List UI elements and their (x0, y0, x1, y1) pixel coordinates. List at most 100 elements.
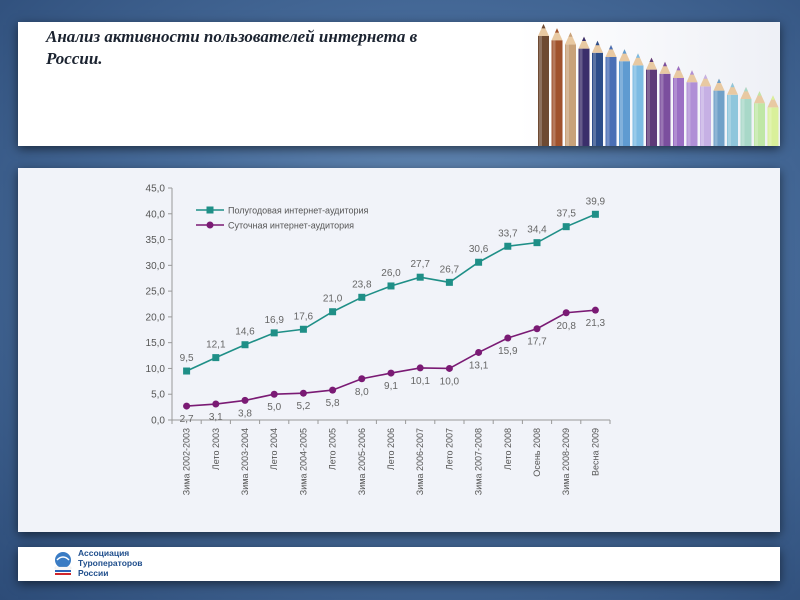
data-label: 26,0 (381, 268, 401, 279)
y-tick-label: 5,0 (151, 390, 165, 401)
x-tick-label: Зима 2002-2003 (182, 428, 192, 495)
data-label: 2,7 (180, 414, 194, 425)
data-point (387, 282, 395, 290)
x-tick-label: Лето 2006 (386, 428, 396, 470)
data-point (329, 386, 337, 394)
data-point (358, 293, 366, 301)
data-label: 33,7 (498, 228, 518, 239)
data-point (241, 396, 249, 404)
x-tick-label: Лето 2004 (269, 428, 279, 470)
line-chart: 0,0 5,0 10,0 15,0 20,0 25,0 30,0 35,0 40,0 45,0 З… (146, 184, 611, 495)
x-tick-label: Лето 2007 (444, 428, 454, 470)
data-label: 8,0 (355, 387, 369, 398)
x-tick-label: Лето 2005 (328, 428, 338, 470)
chart-legend: Полугодовая интернет-аудитория Суточная и… (196, 206, 369, 231)
x-tick-label: Лето 2008 (503, 428, 513, 470)
legend-marker (206, 206, 214, 214)
data-label: 20,8 (556, 321, 576, 332)
data-label: 23,8 (352, 279, 372, 290)
data-point (299, 389, 307, 397)
data-label: 9,5 (180, 353, 194, 364)
data-label: 37,5 (556, 209, 576, 220)
data-point (299, 325, 307, 333)
data-label: 10,1 (410, 376, 430, 387)
x-tick-label: Зима 2007-2008 (474, 428, 484, 495)
data-point (445, 278, 453, 286)
data-label: 5,0 (267, 402, 281, 413)
data-point (591, 306, 599, 314)
data-point (270, 390, 278, 398)
ator-logo-icon (54, 552, 72, 575)
data-label: 26,7 (440, 264, 460, 275)
chart-series: 9,5 12,1 14,6 16,9 17,6 21,0 23,8 26,0 27,7 26,7 3… (180, 196, 606, 425)
data-label: 14,6 (235, 327, 255, 338)
data-point (475, 348, 483, 356)
data-label: 16,9 (264, 315, 284, 326)
x-axis: Зима 2002-2003 Лето 2003 Зима 2003-2004 Лет… (171, 419, 611, 495)
x-tick-label: Зима 2006-2007 (415, 428, 425, 495)
data-point (416, 273, 424, 281)
x-tick-label: Зима 2005-2006 (357, 428, 367, 495)
data-label: 5,2 (296, 401, 310, 412)
legend-label: Полугодовая интернет-аудитория (228, 206, 369, 216)
y-tick-label: 0,0 (151, 416, 165, 427)
data-point (591, 210, 599, 218)
organization-name: Ассоциация Туроператоров России (78, 548, 143, 578)
data-point (241, 341, 249, 349)
x-tick-label: Зима 2004-2005 (298, 428, 308, 495)
y-tick-label: 10,0 (146, 364, 166, 375)
data-label: 15,9 (498, 346, 518, 357)
data-label: 21,0 (323, 294, 343, 305)
data-label: 21,3 (586, 318, 606, 329)
data-label: 13,1 (469, 360, 489, 371)
data-label: 12,1 (206, 340, 226, 351)
y-tick-label: 25,0 (146, 287, 166, 298)
x-tick-label: Зима 2003-2004 (240, 428, 250, 495)
data-point (416, 364, 424, 372)
org-line-1: Ассоциация (78, 548, 130, 558)
data-label: 3,8 (238, 408, 252, 419)
data-point (533, 325, 541, 333)
data-label: 30,6 (469, 244, 489, 255)
data-point (562, 223, 570, 231)
x-tick-label: Весна 2009 (590, 428, 600, 476)
y-tick-label: 20,0 (146, 312, 166, 323)
x-tick-label: Зима 2008-2009 (561, 428, 571, 495)
footer-panel: Ассоциация Туроператоров России (18, 547, 780, 581)
org-line-2: Туроператоров (78, 558, 143, 568)
chart-panel: 0,0 5,0 10,0 15,0 20,0 25,0 30,0 35,0 40,0 45,0 З… (18, 168, 780, 532)
x-tick-label: Осень 2008 (532, 428, 542, 477)
data-label: 5,8 (326, 398, 340, 409)
data-label: 39,9 (586, 196, 606, 207)
data-point (475, 258, 483, 266)
data-label: 10,0 (440, 376, 460, 387)
data-point (504, 242, 512, 250)
legend-marker (206, 221, 214, 229)
data-point (212, 354, 220, 362)
data-label: 27,7 (410, 259, 430, 270)
data-point (562, 309, 570, 317)
y-tick-label: 15,0 (146, 338, 166, 349)
y-tick-label: 40,0 (146, 209, 166, 220)
data-point (445, 364, 453, 372)
data-label: 17,7 (527, 337, 547, 348)
y-tick-label: 35,0 (146, 235, 166, 246)
colored-pencils-image (518, 22, 780, 146)
data-point (504, 334, 512, 342)
data-label: 3,1 (209, 412, 223, 423)
data-point (387, 369, 395, 377)
y-tick-label: 45,0 (146, 184, 166, 195)
data-point (329, 308, 337, 316)
title-panel: Анализ активности пользователей интернет… (18, 22, 780, 146)
x-tick-label: Лето 2003 (211, 428, 221, 470)
data-point (270, 329, 278, 337)
data-label: 34,4 (527, 225, 547, 236)
slide-title: Анализ активности пользователей интернет… (46, 27, 418, 68)
data-point (212, 400, 220, 408)
data-label: 17,6 (294, 311, 314, 322)
data-point (358, 375, 366, 383)
data-label: 9,1 (384, 381, 398, 392)
org-line-3: России (78, 568, 109, 578)
legend-label: Суточная интернет-аудитория (228, 221, 354, 231)
data-point (533, 239, 541, 247)
